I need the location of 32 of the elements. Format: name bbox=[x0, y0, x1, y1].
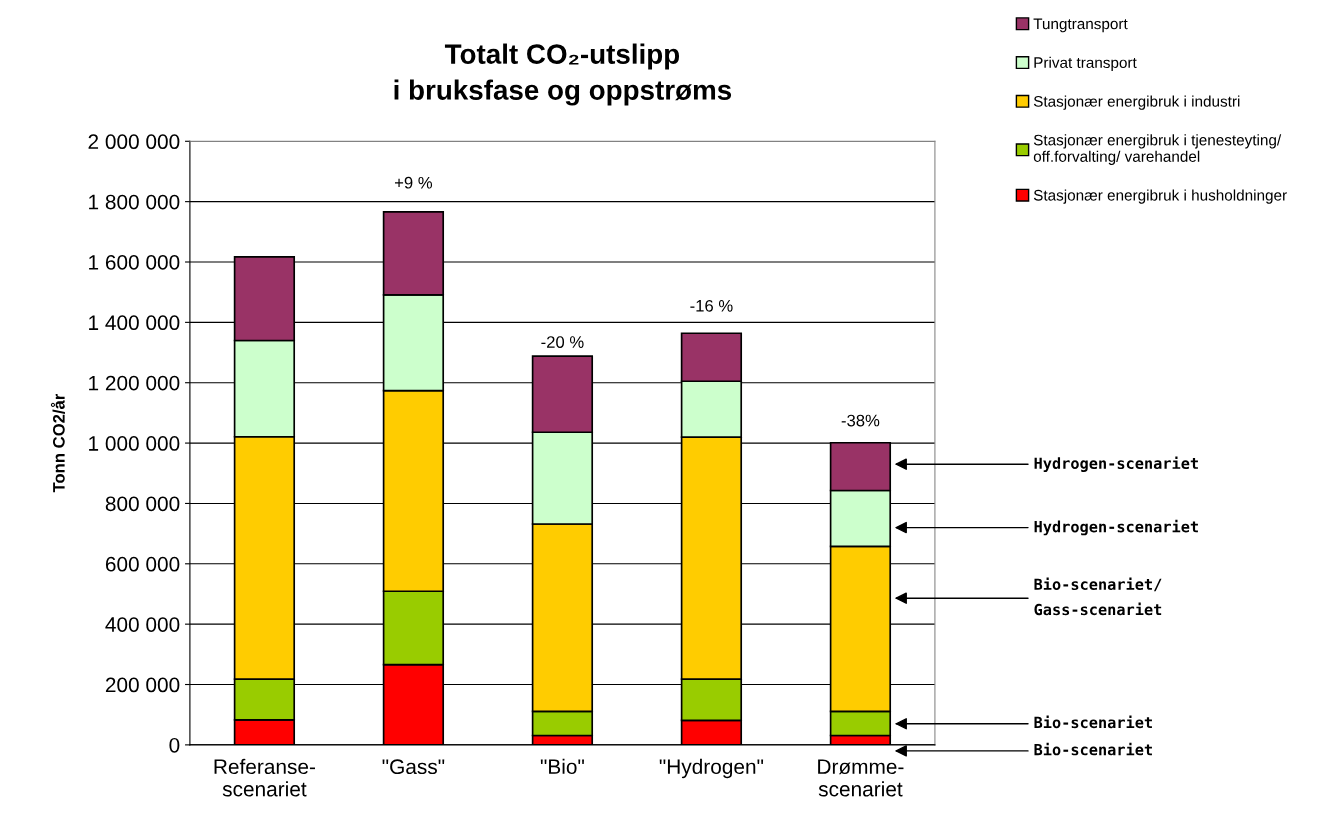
y-tick-label: 1 200 000 bbox=[89, 375, 180, 391]
y-tick-label: 2 000 000 bbox=[88, 134, 180, 150]
annotation: -38% bbox=[841, 414, 880, 427]
y-tick-label: 200 000 bbox=[105, 677, 180, 693]
x-tick-label: "Hydrogen" bbox=[659, 758, 764, 779]
y-tick-label: 1 400 000 bbox=[89, 315, 180, 331]
annotation: -20 % bbox=[541, 336, 584, 348]
y-tick-label: 0 bbox=[169, 737, 180, 753]
x-tick-label: Drømme- scenariet bbox=[818, 759, 904, 797]
legend-label: Tungtransport bbox=[1033, 18, 1128, 33]
y-axis-title: Tonn CO2/år bbox=[50, 393, 65, 493]
legend-label: Stasjonær energibruk i industri bbox=[1033, 95, 1240, 110]
annotation: +9 % bbox=[394, 176, 433, 189]
y-tick-label: 800 000 bbox=[105, 496, 180, 512]
y-tick-label: 400 000 bbox=[105, 617, 180, 632]
text: Bio-scenariet bbox=[1034, 715, 1152, 729]
x-tick-label: Referanse- scenariet bbox=[214, 758, 316, 797]
y-tick-label: 1 000 000 bbox=[89, 436, 180, 451]
y-tick-label: 600 000 bbox=[105, 556, 180, 572]
legend-label: Stasjonær energibruk i tjenesteyting/ off.forvalting/ varehandel bbox=[1033, 134, 1282, 165]
annotation: -16 % bbox=[690, 299, 733, 312]
chart-title: Totalt CO₂-utslipp i bruksfase og oppstrøms bbox=[394, 43, 732, 106]
y-tick-label: 1 800 000 bbox=[89, 194, 180, 210]
x-tick-label: "Gass" bbox=[382, 759, 445, 775]
text: Hydrogen-scenariet bbox=[1034, 519, 1198, 536]
legend-label: Stasjonær energibruk i husholdninger bbox=[1033, 189, 1287, 204]
legend-label: Privat transport bbox=[1034, 56, 1137, 72]
text: Hydrogen-scenariet bbox=[1034, 456, 1198, 472]
text: Bio-scenariet/ Gass-scenariet bbox=[1034, 577, 1162, 616]
y-tick-label: 1 600 000 bbox=[89, 255, 180, 270]
text: Bio-scenariet bbox=[1034, 742, 1152, 756]
x-tick-label: "Bio" bbox=[540, 758, 584, 775]
